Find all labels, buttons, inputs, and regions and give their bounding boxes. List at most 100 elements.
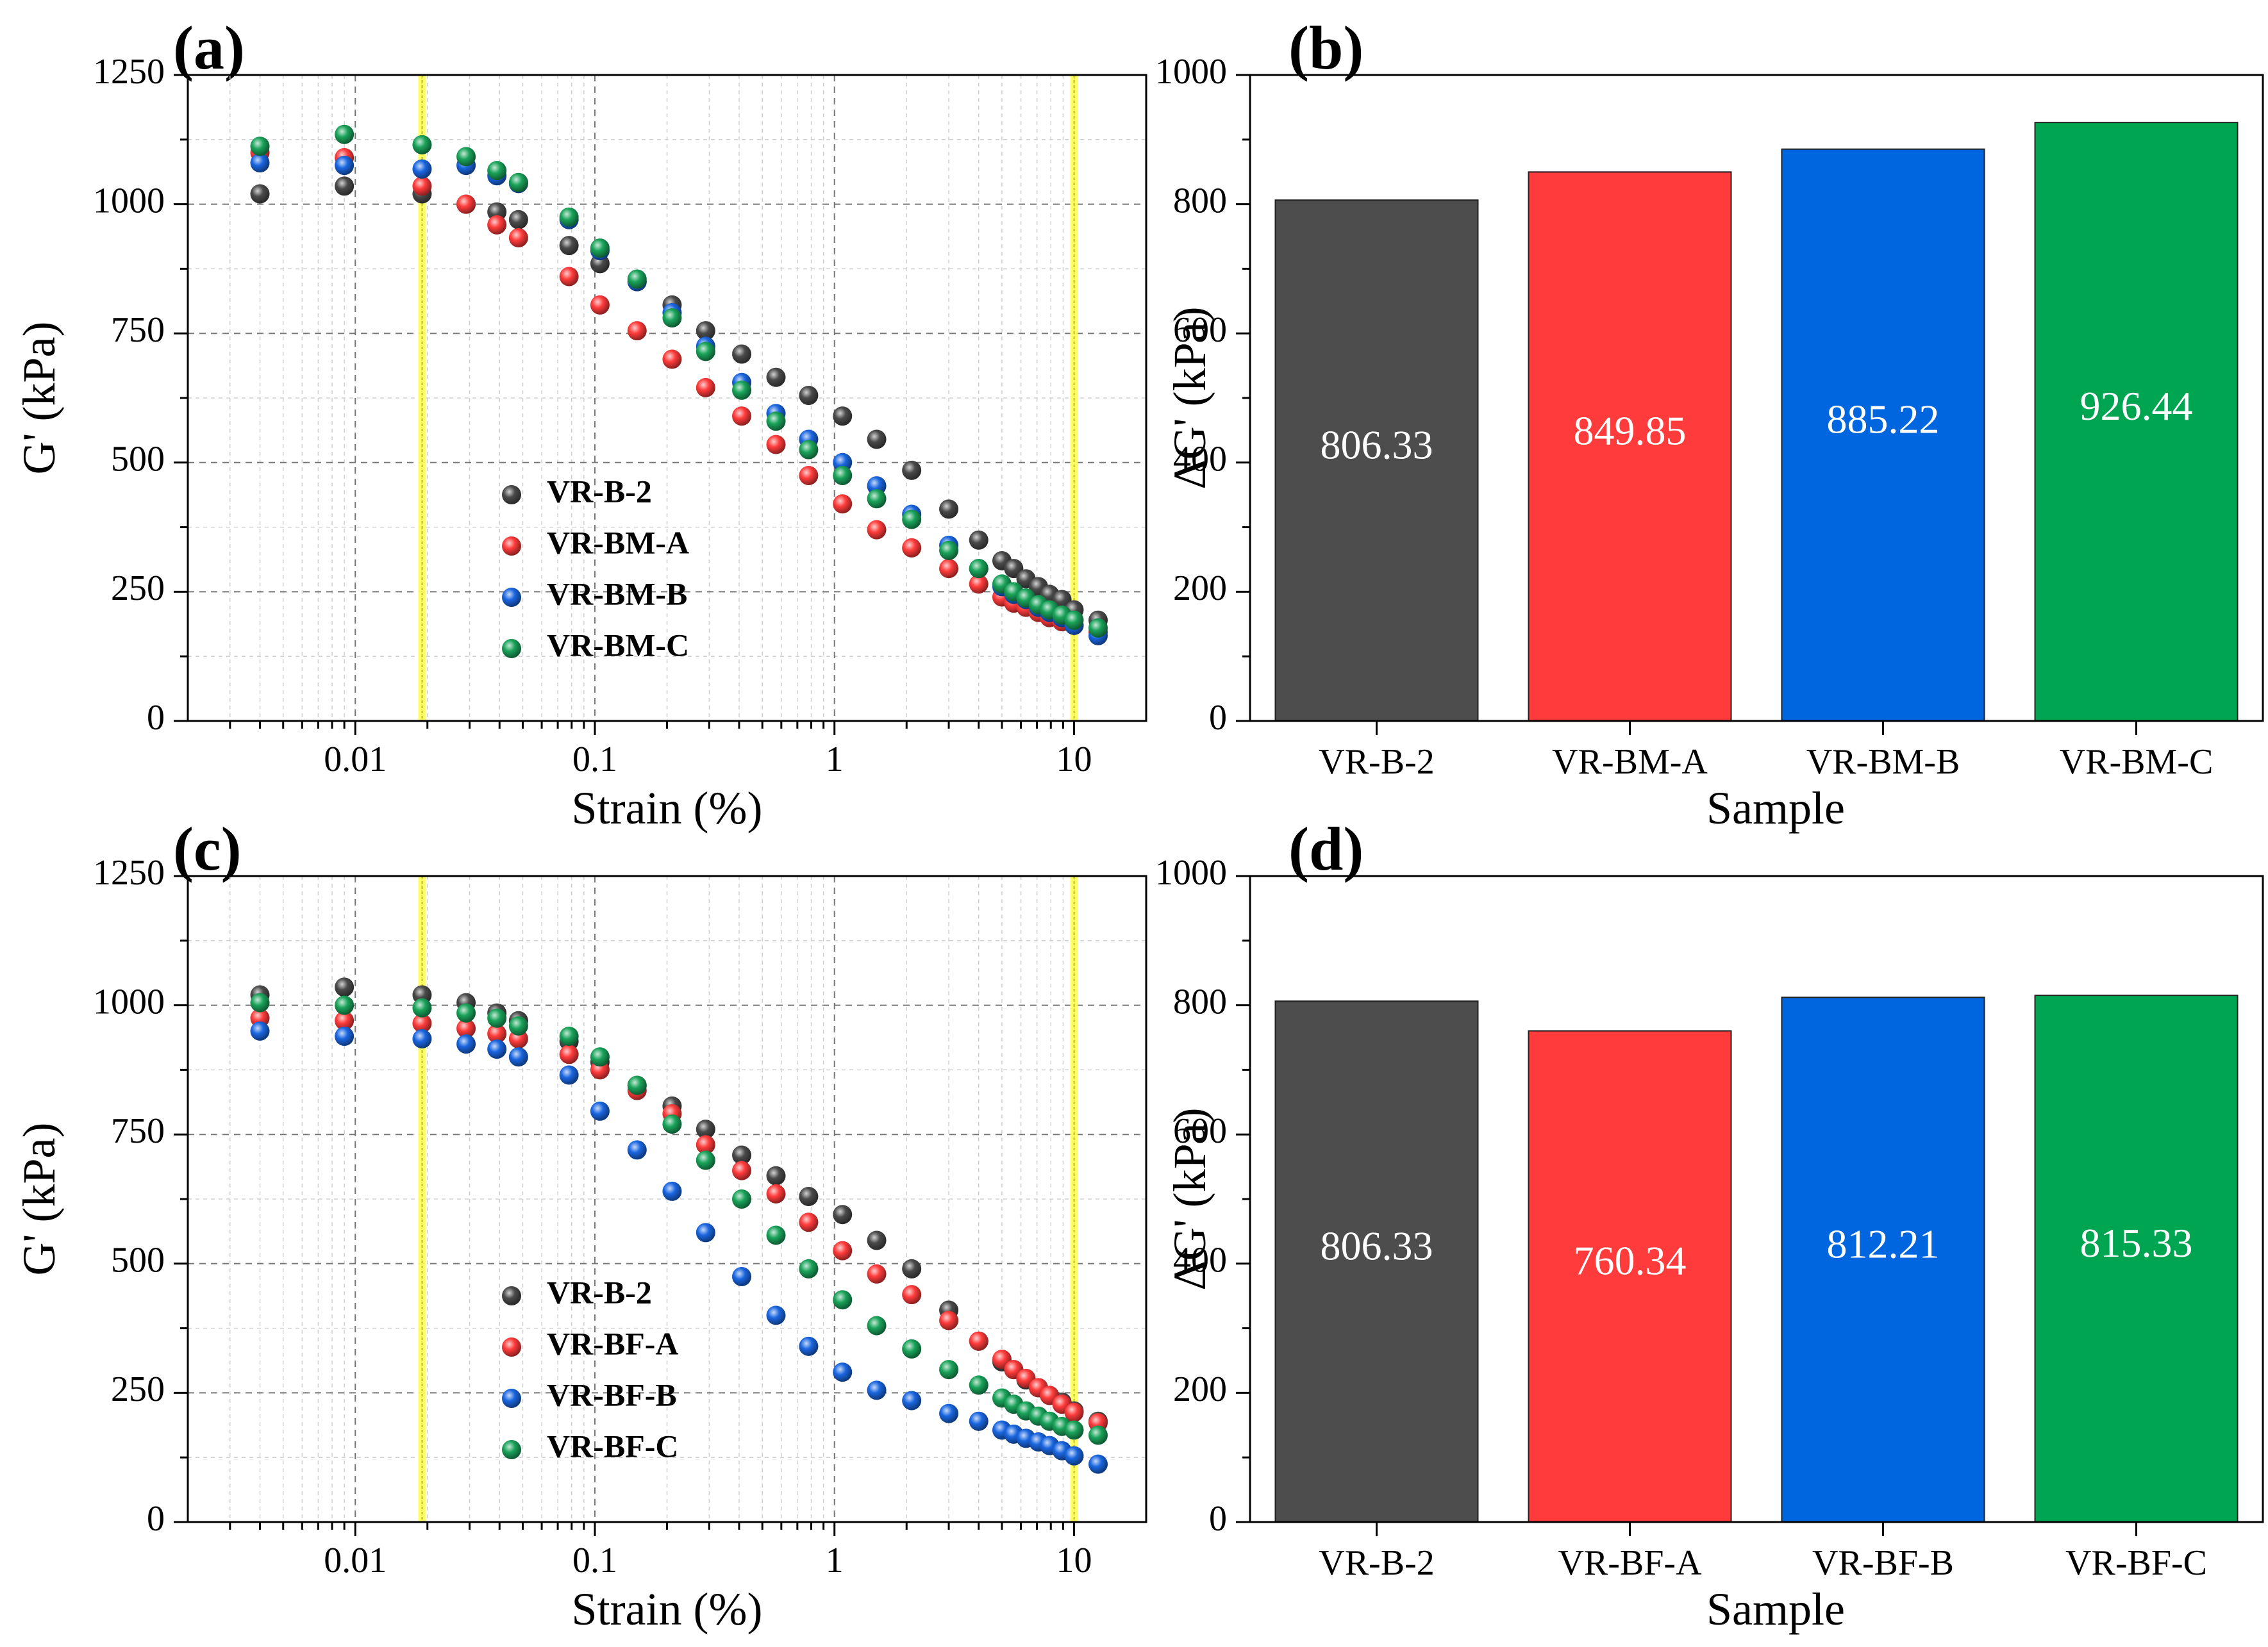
x-tick-label: 0.01 — [324, 1541, 387, 1580]
bar-VR-BF-A — [1528, 1030, 1732, 1523]
y-axis-title: G' (kPa) — [13, 322, 65, 475]
y-tick-label: 250 — [111, 568, 165, 608]
y-tick-label: 500 — [111, 440, 165, 479]
data-point — [412, 1029, 432, 1049]
legend-label: VR-BM-C — [547, 627, 689, 663]
panel-b: (b) 806.33 VR-B-2 849.85 VR-BM-A 885.22 VR-BM-… — [1155, 13, 2264, 834]
data-point — [456, 194, 476, 214]
x-tick-label: 0.1 — [572, 1541, 617, 1580]
data-point — [696, 1120, 715, 1139]
data-point — [662, 1181, 682, 1201]
legend-marker — [502, 1440, 521, 1459]
data-point — [867, 1264, 887, 1284]
bar-VR-BM-A — [1528, 171, 1732, 722]
data-point — [335, 1011, 354, 1030]
bar-VR-BF-C — [2034, 995, 2239, 1523]
legend-label: VR-B-2 — [547, 1274, 652, 1310]
data-point — [799, 440, 819, 459]
data-point — [487, 1023, 507, 1043]
legend-label: VR-B-2 — [547, 473, 652, 509]
bar-value-label: 760.34 — [1574, 1237, 1687, 1283]
legend-label: VR-BF-B — [547, 1377, 677, 1412]
data-point — [559, 236, 579, 256]
y-tick-label: 200 — [1173, 568, 1227, 608]
x-category-label: VR-BF-C — [2065, 1543, 2207, 1583]
data-point — [590, 295, 610, 315]
data-point — [559, 1026, 579, 1046]
data-point — [696, 1150, 715, 1170]
data-point — [335, 156, 354, 176]
x-axis-title: Sample — [1706, 1584, 1845, 1635]
bar-VR-BF-B — [1781, 997, 1985, 1523]
data-point — [1088, 618, 1108, 638]
panel-a: (a)0.01 0.1 1 10025050075010001250VR-B-2VR-… — [13, 13, 1147, 834]
data-point — [1064, 610, 1084, 630]
legend-label: VR-BM-A — [547, 524, 689, 560]
data-point — [590, 238, 610, 258]
data-point — [732, 1266, 752, 1286]
panel-label: (c) — [173, 815, 242, 883]
data-point — [969, 574, 988, 594]
series-VR-BF-C — [250, 993, 1108, 1445]
data-point — [508, 1016, 528, 1036]
data-point — [412, 1013, 432, 1033]
y-tick-label: 1000 — [1155, 52, 1227, 92]
plot-frame — [187, 875, 1147, 1523]
data-point — [969, 1375, 988, 1395]
y-axis-title: ΔG' (kPa) — [1164, 1107, 1215, 1290]
y-tick-label: 400 — [1173, 1241, 1227, 1280]
data-point — [902, 1259, 922, 1279]
data-point — [508, 172, 528, 192]
y-axis-title: G' (kPa) — [13, 1123, 65, 1276]
data-point — [799, 1336, 819, 1356]
series-VR-BM-C — [250, 124, 1108, 638]
bar-value-label: 806.33 — [1321, 422, 1433, 467]
series-VR-BF-A — [250, 1008, 1108, 1433]
y-tick-label: 600 — [1173, 310, 1227, 350]
bar-VR-B-2 — [1274, 199, 1479, 722]
data-point — [902, 1391, 922, 1411]
legend-label: VR-BM-B — [547, 575, 687, 611]
x-tick-label: 0.01 — [324, 740, 387, 779]
data-point — [662, 308, 682, 328]
y-tick-label: 1000 — [1155, 853, 1227, 893]
y-tick-label: 0 — [147, 1499, 165, 1539]
data-point — [412, 159, 432, 179]
plot-frame — [1249, 875, 2264, 1523]
bar-value-label: 885.22 — [1827, 397, 1940, 442]
y-tick-label: 600 — [1173, 1111, 1227, 1151]
x-tick-label: 1 — [826, 1541, 844, 1580]
data-point — [799, 1212, 819, 1232]
data-point — [696, 321, 715, 341]
data-point — [250, 153, 270, 173]
data-point — [766, 367, 786, 387]
data-point — [335, 995, 354, 1015]
data-point — [412, 998, 432, 1018]
data-point — [766, 1166, 786, 1186]
data-point — [412, 135, 432, 154]
data-point — [732, 380, 752, 400]
data-point — [799, 465, 819, 485]
y-tick-label: 800 — [1173, 982, 1227, 1022]
y-tick-label: 1000 — [93, 181, 165, 220]
data-point — [939, 1311, 959, 1330]
y-tick-label: 1250 — [93, 853, 165, 893]
x-axis-title: Strain (%) — [572, 782, 763, 834]
legend-marker — [502, 1389, 521, 1408]
series-VR-BF-B — [250, 1021, 1108, 1474]
data-point — [559, 207, 579, 227]
data-point — [833, 465, 853, 485]
plot-frame — [187, 74, 1147, 722]
data-point — [902, 1339, 922, 1359]
data-point — [1088, 1425, 1108, 1445]
data-point — [969, 530, 988, 550]
data-point — [833, 1362, 853, 1382]
x-category-label: VR-B-2 — [1319, 1543, 1434, 1583]
data-point — [732, 406, 752, 426]
x-tick-label: 1 — [826, 740, 844, 779]
data-point — [902, 538, 922, 558]
x-category-label: VR-BM-A — [1552, 742, 1708, 782]
data-point — [766, 435, 786, 454]
x-category-label: VR-B-2 — [1319, 742, 1434, 782]
